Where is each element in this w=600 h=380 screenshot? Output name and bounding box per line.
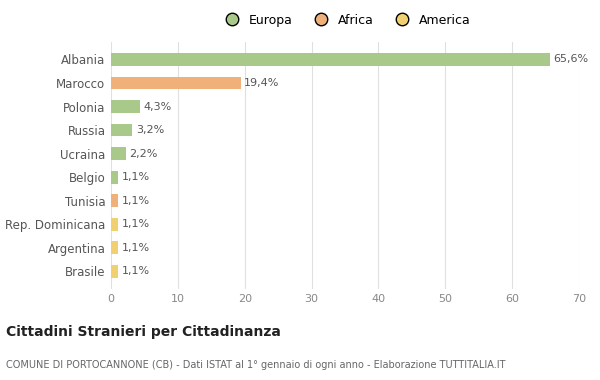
Bar (111, 264, 118, 277)
Text: 1,1%: 1,1% (122, 266, 150, 276)
Text: 1,1%: 1,1% (122, 219, 150, 229)
Text: 1,1%: 1,1% (122, 196, 150, 206)
Bar (111, 147, 126, 160)
Text: 1,1%: 1,1% (122, 172, 150, 182)
Text: 2,2%: 2,2% (129, 149, 157, 158)
Text: COMUNE DI PORTOCANNONE (CB) - Dati ISTAT al 1° gennaio di ogni anno - Elaborazio: COMUNE DI PORTOCANNONE (CB) - Dati ISTAT… (6, 360, 505, 370)
Bar (111, 100, 140, 113)
Text: 4,3%: 4,3% (143, 101, 172, 111)
Bar (111, 241, 118, 254)
Text: 19,4%: 19,4% (244, 78, 280, 88)
Text: 65,6%: 65,6% (553, 54, 588, 65)
Bar (111, 124, 133, 136)
Bar (111, 53, 550, 66)
Bar (111, 76, 241, 89)
Bar (111, 218, 118, 231)
Bar (111, 171, 118, 184)
Text: 1,1%: 1,1% (122, 242, 150, 253)
Text: 3,2%: 3,2% (136, 125, 164, 135)
Text: Cittadini Stranieri per Cittadinanza: Cittadini Stranieri per Cittadinanza (6, 325, 281, 339)
Legend: Europa, Africa, America: Europa, Africa, America (214, 8, 476, 32)
Bar (111, 194, 118, 207)
